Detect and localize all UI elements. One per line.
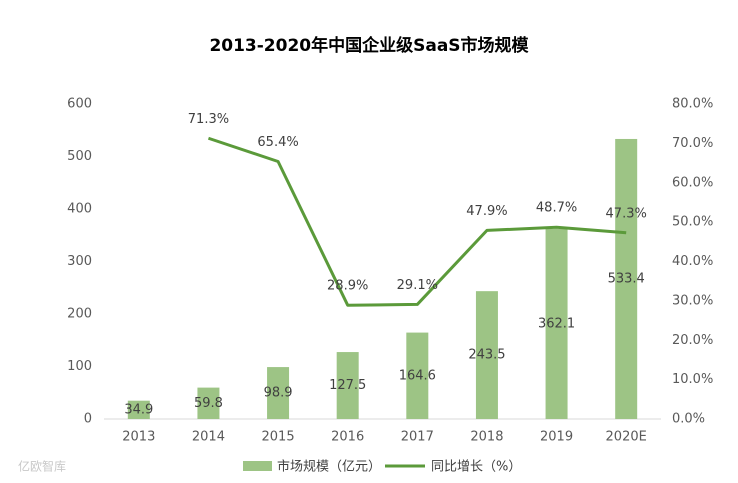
chart-title: 2013-2020年中国企业级SaaS市场规模 xyxy=(209,35,529,56)
legend-label: 同比增长（%） xyxy=(431,460,521,475)
y-tick-label: 200 xyxy=(67,307,92,322)
x-tick-label: 2019 xyxy=(540,430,573,445)
x-tick-label: 2020E xyxy=(606,430,647,445)
bar xyxy=(127,400,150,419)
bar xyxy=(336,352,359,419)
bar-value-label: 243.5 xyxy=(468,348,505,363)
y2-tick-label: 60.0% xyxy=(672,175,713,190)
y-tick-label: 0 xyxy=(84,412,92,427)
y-tick-label: 100 xyxy=(67,359,92,374)
y-tick-label: 300 xyxy=(67,254,92,269)
bar-value-label: 98.9 xyxy=(264,386,293,401)
x-tick-label: 2017 xyxy=(401,430,434,445)
y2-tick-label: 10.0% xyxy=(672,372,713,387)
bar xyxy=(545,228,568,419)
y2-tick-label: 70.0% xyxy=(672,136,713,151)
y2-tick-label: 30.0% xyxy=(672,293,713,308)
y2-tick-label: 50.0% xyxy=(672,215,713,230)
bar-value-label: 127.5 xyxy=(329,378,366,393)
y-tick-label: 600 xyxy=(67,97,92,112)
y2-tick-label: 20.0% xyxy=(672,333,713,348)
bar-value-label: 362.1 xyxy=(538,316,575,331)
bar xyxy=(406,332,429,419)
bar xyxy=(475,291,498,419)
line-value-label: 29.1% xyxy=(397,278,438,293)
line xyxy=(207,136,627,307)
line-value-label: 71.3% xyxy=(188,112,229,127)
bar xyxy=(615,138,638,419)
line-value-label: 47.3% xyxy=(606,206,647,221)
x-tick-label: 2016 xyxy=(331,430,364,445)
watermark: 亿欧智库 xyxy=(18,459,66,474)
bar-value-label: 533.4 xyxy=(608,271,645,286)
y2-tick-label: 40.0% xyxy=(672,254,713,269)
bar-value-label: 59.8 xyxy=(194,396,223,411)
bar xyxy=(267,367,290,419)
y-tick-label: 400 xyxy=(67,202,92,217)
x-tick-label: 2014 xyxy=(192,430,225,445)
bar-value-label: 164.6 xyxy=(399,368,436,383)
x-tick-label: 2015 xyxy=(262,430,295,445)
legend-swatch xyxy=(243,461,272,471)
line-value-label: 65.4% xyxy=(257,135,298,150)
line-value-label: 48.7% xyxy=(536,201,577,216)
bar xyxy=(197,387,220,419)
line-value-label: 28.9% xyxy=(327,279,368,294)
x-tick-label: 2013 xyxy=(122,430,155,445)
y-tick-label: 500 xyxy=(67,149,92,164)
y2-tick-label: 80.0% xyxy=(672,97,713,112)
y2-tick-label: 0.0% xyxy=(672,412,705,427)
x-tick-label: 2018 xyxy=(470,430,503,445)
bar-value-label: 34.9 xyxy=(124,402,153,417)
legend-label: 市场规模（亿元） xyxy=(277,459,381,475)
line-value-label: 47.9% xyxy=(466,204,507,219)
